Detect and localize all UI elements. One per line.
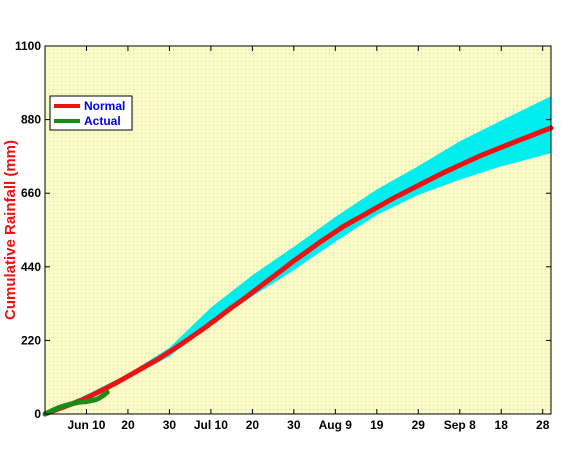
normal-series-line — [42, 125, 554, 417]
x-tick-label: Jul 10 — [194, 418, 228, 432]
x-tick-label: Aug 9 — [319, 418, 353, 432]
x-tick-label: Sep 8 — [444, 418, 476, 432]
y-axis-label: Cumulative Rainfall (mm) — [2, 140, 19, 320]
y-tick-label: 220 — [21, 333, 41, 347]
x-tick-label: 28 — [536, 418, 550, 432]
y-tick-label: 0 — [34, 407, 41, 421]
x-axis: Jun 10 20 30 Jul 10 20 30 Aug 9 19 29 Sep 8 18 28 — [67, 46, 550, 432]
legend: Normal Actual — [49, 95, 133, 131]
x-tick-label: 20 — [121, 418, 135, 432]
x-tick-label: 30 — [163, 418, 177, 432]
x-tick-label: 29 — [412, 418, 426, 432]
y-tick-label: 1100 — [15, 39, 41, 53]
x-tick-label: 18 — [495, 418, 509, 432]
plot-frame — [44, 45, 552, 415]
y-tick-label: 440 — [21, 260, 41, 274]
legend-label-actual: Actual — [84, 114, 121, 128]
x-tick-label: Jun 10 — [67, 418, 105, 432]
y-tick-label: 880 — [21, 113, 41, 127]
y-tick-label: 660 — [21, 186, 41, 200]
legend-label-normal: Normal — [84, 99, 125, 113]
y-axis: 0 220 440 660 880 1100 — [15, 39, 551, 421]
x-tick-label: 20 — [246, 418, 260, 432]
actual-series-line — [42, 389, 110, 417]
x-tick-label: 19 — [370, 418, 384, 432]
x-tick-label: 30 — [287, 418, 301, 432]
legend-box — [49, 95, 133, 131]
